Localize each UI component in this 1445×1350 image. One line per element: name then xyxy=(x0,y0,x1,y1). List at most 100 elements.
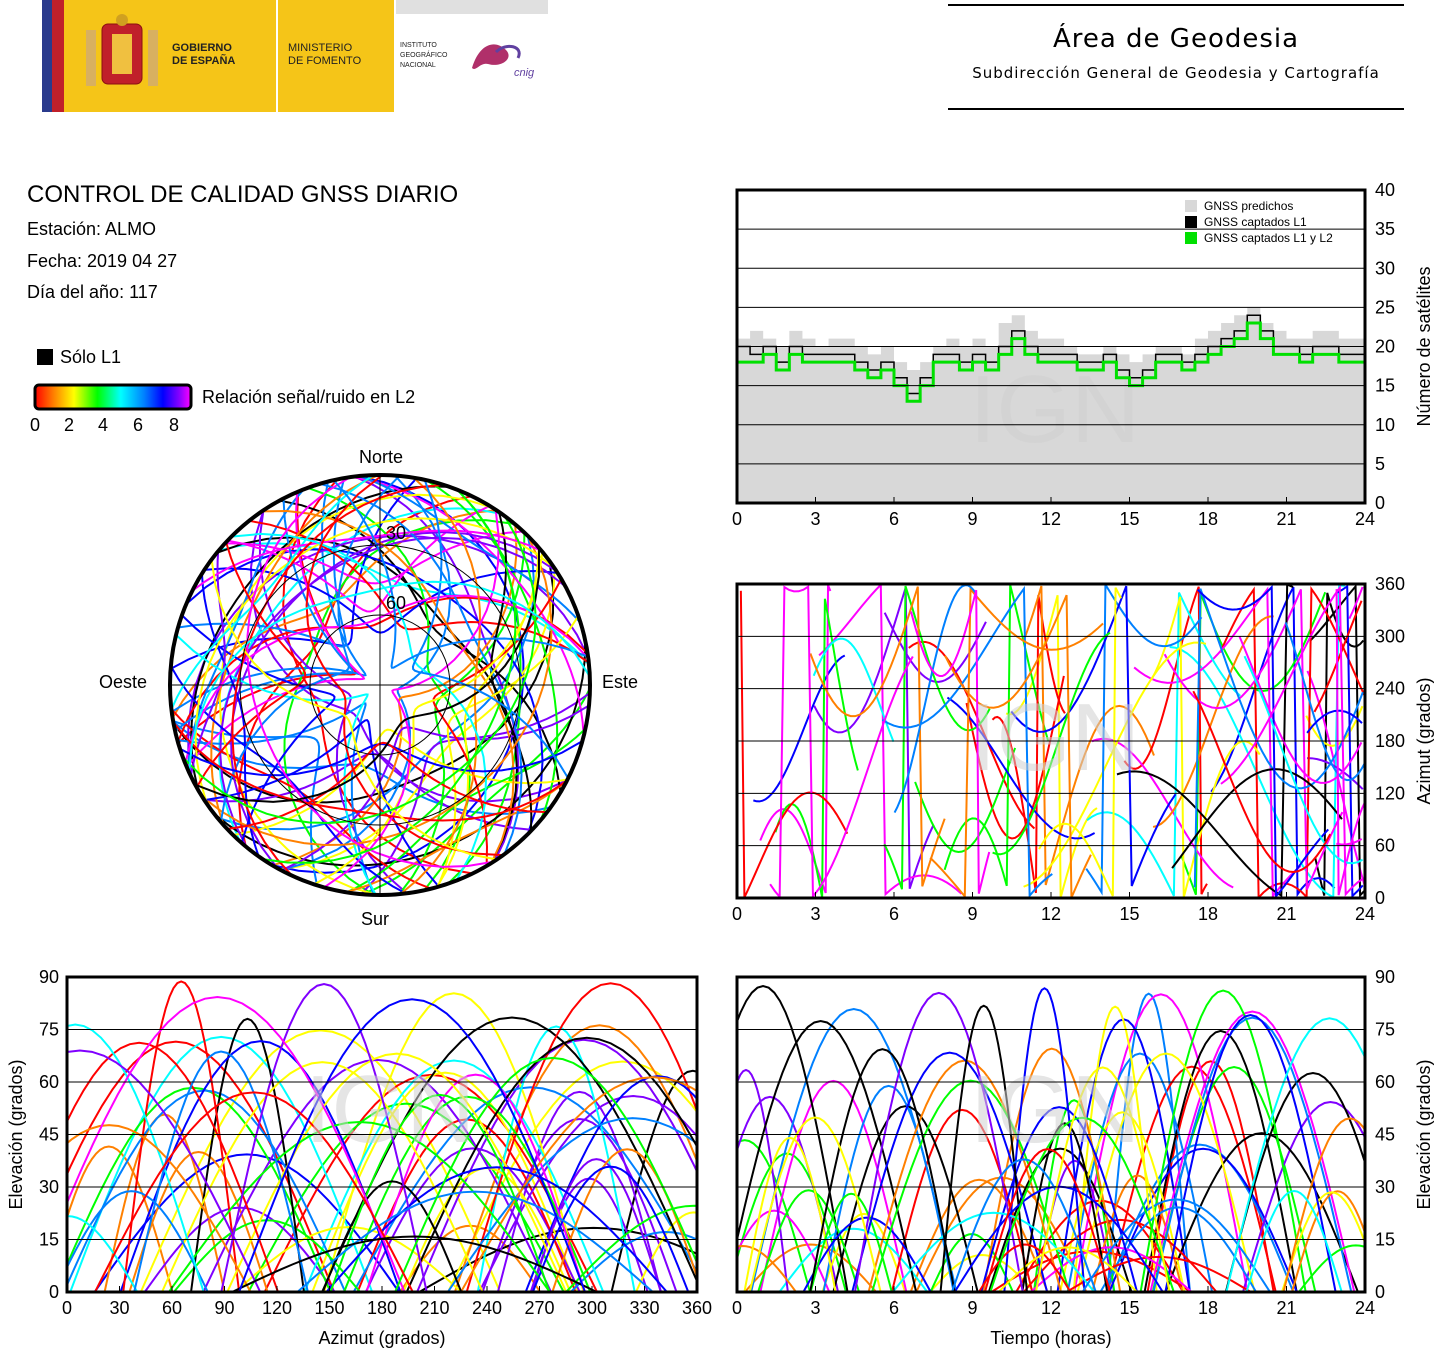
x-tick-label: 3 xyxy=(810,509,820,529)
satellite-track xyxy=(191,529,542,592)
satellite-track xyxy=(965,675,1065,840)
y-tick-label: 20 xyxy=(1375,337,1395,357)
satellite-track xyxy=(551,1148,697,1292)
skyplot-label-north: Norte xyxy=(359,447,403,467)
satellite-track xyxy=(323,509,500,889)
cnig-text: cnig xyxy=(514,67,535,79)
satellite-track xyxy=(67,1190,209,1292)
x-tick-label: 240 xyxy=(472,1298,502,1318)
x-tick-label: 12 xyxy=(1041,1298,1061,1318)
satellite-track xyxy=(67,996,406,1292)
satellite-track xyxy=(1022,1218,1218,1292)
legend-swatch xyxy=(1185,232,1197,244)
satellite-track xyxy=(1146,1060,1275,1292)
legend-label: GNSS captados L1 y L2 xyxy=(1204,231,1333,245)
satellite-track xyxy=(1073,993,1249,1292)
satellite-track xyxy=(1336,838,1363,846)
snr-colorbar xyxy=(33,383,193,411)
satellite-track xyxy=(1152,615,1274,828)
satellite-track xyxy=(1139,989,1307,1292)
satellite-track xyxy=(1072,1005,1158,1292)
satellite-track xyxy=(311,1071,579,1292)
x-tick-label: 18 xyxy=(1198,904,1218,920)
satellite-track xyxy=(978,1243,1072,1292)
satellite-track xyxy=(210,474,379,826)
satellite-track xyxy=(737,1245,797,1292)
satellite-track xyxy=(307,486,471,891)
satellite-track xyxy=(1224,1071,1365,1292)
satellite-track xyxy=(1034,1066,1171,1292)
y-tick-label: 0 xyxy=(49,1282,59,1302)
y-tick-label: 180 xyxy=(1375,731,1405,751)
satellite-track xyxy=(67,1023,205,1292)
satellite-track xyxy=(1003,987,1086,1292)
satellite-track xyxy=(818,584,963,897)
header-strip xyxy=(396,0,548,14)
x-tick-label: 60 xyxy=(162,1298,182,1318)
y-tick-label: 35 xyxy=(1375,219,1395,239)
x-tick-label: 9 xyxy=(967,509,977,529)
satellite-track xyxy=(1243,655,1364,865)
ign-watermark: IGN xyxy=(970,356,1141,463)
satellite-track xyxy=(418,1226,697,1292)
satellite-track xyxy=(172,721,568,822)
y-tick-label: 60 xyxy=(1375,1072,1395,1092)
satellite-track xyxy=(119,1040,402,1292)
satellite-track xyxy=(172,560,555,804)
satellite-track xyxy=(1242,1100,1365,1292)
x-tick-label: 15 xyxy=(1119,509,1139,529)
satellite-track xyxy=(128,1150,269,1292)
satellite-track xyxy=(939,1004,1028,1292)
satellite-track xyxy=(1005,595,1098,898)
satellite-track xyxy=(321,1180,463,1292)
satellite-track xyxy=(910,589,991,894)
x-axis-label: Tiempo (horas) xyxy=(990,1328,1111,1348)
satellite-track xyxy=(565,1204,697,1292)
satellite-track xyxy=(351,475,585,737)
legend-label: GNSS predichos xyxy=(1204,199,1293,213)
satellite-track xyxy=(802,1216,932,1292)
satellite-track xyxy=(133,1050,309,1292)
satellite-track xyxy=(1171,768,1343,869)
satellite-track xyxy=(737,1019,918,1292)
satellite-track xyxy=(220,983,428,1292)
satellite-track xyxy=(1021,1122,1109,1292)
satellite-track xyxy=(496,1090,662,1292)
cnig-logo-icon: cnig xyxy=(472,44,535,79)
x-tick-label: 210 xyxy=(419,1298,449,1318)
satellite-track xyxy=(809,1048,956,1292)
x-tick-label: 270 xyxy=(524,1298,554,1318)
satellite-track xyxy=(218,507,503,842)
satellite-track xyxy=(296,1190,654,1292)
institute-line-3: NACIONAL xyxy=(400,62,436,69)
gov-line-2: DE ESPAÑA xyxy=(172,55,236,67)
satellite-track xyxy=(188,580,591,773)
series-l1l2-line xyxy=(737,321,1365,403)
satellite-track xyxy=(757,1189,860,1292)
satellite-track xyxy=(743,1136,837,1292)
snr-scale-label: Relación señal/ruido en L2 xyxy=(202,387,416,407)
x-tick-label: 9 xyxy=(967,904,977,920)
satellite-track xyxy=(447,1060,697,1292)
satellite-track xyxy=(352,1086,697,1292)
y-tick-label: 90 xyxy=(1375,967,1395,987)
snr-tick-4: 4 xyxy=(98,415,109,435)
satellite-track xyxy=(416,1038,697,1292)
satellite-track xyxy=(778,1227,929,1292)
satellite-track xyxy=(69,1035,374,1292)
institute-line-2: GEOGRÁFICO xyxy=(400,52,448,59)
satellite-track xyxy=(478,1094,697,1292)
satellite-track xyxy=(172,720,321,886)
satellite-track xyxy=(219,475,401,823)
satellite-track xyxy=(989,1116,1175,1292)
y-axis-label: Elevación (grados) xyxy=(1414,1059,1434,1209)
satellite-track xyxy=(186,488,305,770)
satellite-track xyxy=(332,479,589,669)
satellite-track xyxy=(951,1158,1097,1292)
date-label: Fecha: 2019 04 27 xyxy=(27,251,178,271)
satellite-track xyxy=(262,489,517,864)
snr-tick-6: 6 xyxy=(133,415,144,435)
satellite-track xyxy=(177,477,347,648)
satellite-track xyxy=(883,585,991,890)
